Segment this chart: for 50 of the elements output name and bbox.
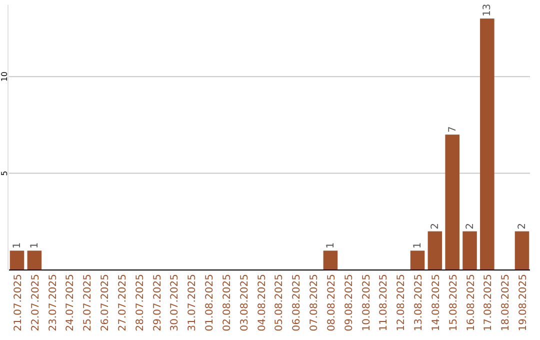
bar: [410, 250, 425, 270]
x-tick-label: 18.08.2025: [500, 274, 512, 332]
x-tick-label: 16.08.2025: [466, 274, 477, 332]
data-label: 2: [464, 222, 476, 230]
data-label: 13: [482, 4, 494, 17]
x-tick-label: 30.07.2025: [170, 274, 181, 332]
x-tick-label: 04.08.2025: [256, 274, 268, 332]
x-tick-label: 21.07.2025: [13, 274, 24, 332]
x-tick-label: 25.07.2025: [82, 274, 94, 332]
bar: [480, 18, 494, 270]
x-tick-label: 29.07.2025: [152, 274, 164, 332]
x-tick-label: 24.07.2025: [65, 274, 76, 332]
x-tick-label: 31.07.2025: [187, 274, 198, 332]
data-label: 1: [29, 242, 40, 249]
data-label: 2: [430, 222, 441, 230]
bar: [445, 134, 460, 270]
x-tick-label: 08.08.2025: [326, 274, 338, 332]
x-tick-label: 10.08.2025: [361, 274, 372, 332]
bar: [10, 250, 24, 270]
data-label: 2: [516, 222, 528, 230]
x-tick-label: 11.08.2025: [378, 274, 390, 332]
x-tick-label: 03.08.2025: [239, 274, 250, 332]
x-tick-label: 13.08.2025: [414, 274, 425, 332]
x-tick-label: 19.08.2025: [518, 274, 529, 332]
x-tick-label: 07.08.2025: [309, 274, 320, 332]
data-label: 1: [412, 242, 424, 249]
bar: [27, 250, 42, 270]
x-tick-label: 05.08.2025: [274, 274, 286, 332]
data-label: 1: [12, 242, 24, 249]
x-tick-label: 09.08.2025: [344, 274, 355, 332]
x-tick-label: 28.07.2025: [134, 274, 146, 332]
x-tick-label: 17.08.2025: [483, 274, 494, 332]
y-tick-label: 5: [0, 170, 9, 176]
y-tick-label: 10: [0, 71, 9, 82]
x-tick-label: 23.07.2025: [48, 274, 59, 332]
x-tick-label: 26.07.2025: [100, 274, 112, 332]
x-tick-label: 14.08.2025: [430, 274, 442, 332]
x-tick-label: 06.08.2025: [292, 274, 303, 332]
x-tick-label: 15.08.2025: [448, 274, 460, 332]
bar: [462, 231, 477, 270]
bar: [323, 250, 338, 270]
data-label: 7: [447, 126, 458, 133]
bar: [514, 231, 530, 270]
x-tick-label: 22.07.2025: [30, 274, 42, 332]
bar: [428, 231, 442, 270]
data-label: 1: [325, 242, 336, 249]
x-tick-label: 01.08.2025: [204, 274, 216, 332]
x-tick-label: 12.08.2025: [396, 274, 408, 332]
x-tick-label: 02.08.2025: [222, 274, 233, 332]
x-tick-label: 27.07.2025: [117, 274, 128, 332]
